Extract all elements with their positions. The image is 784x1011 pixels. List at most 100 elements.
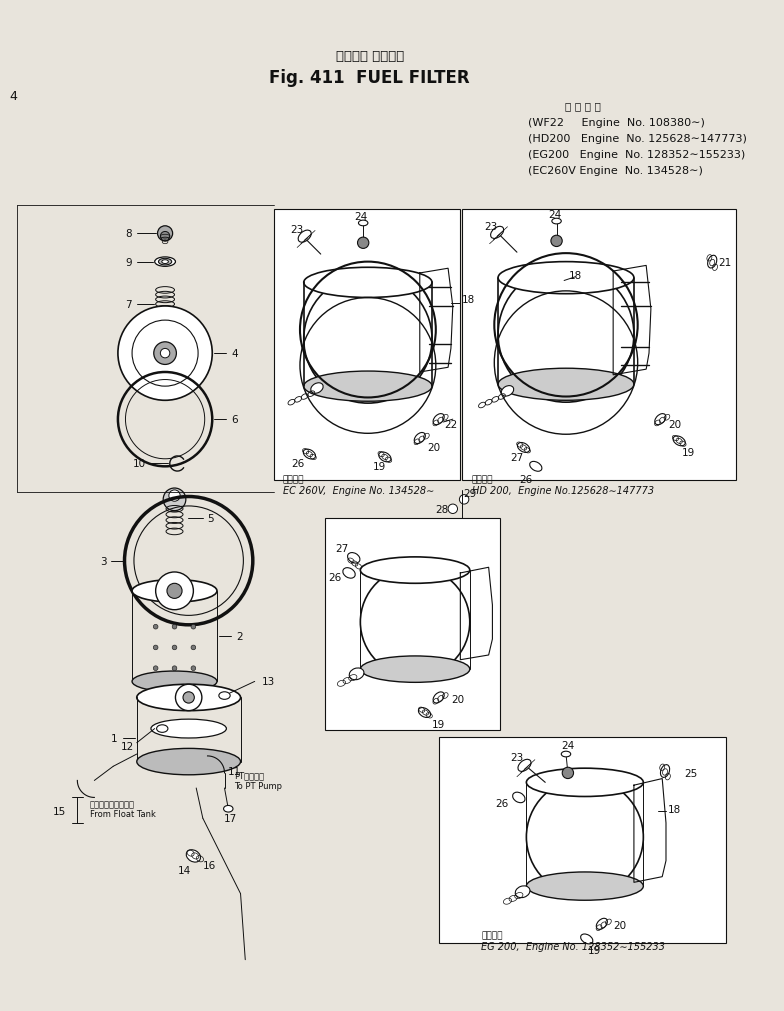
- Text: 10: 10: [133, 459, 146, 469]
- Circle shape: [172, 666, 177, 671]
- Text: 2: 2: [236, 632, 242, 642]
- Ellipse shape: [132, 671, 217, 693]
- Text: 16: 16: [203, 860, 216, 870]
- Ellipse shape: [298, 231, 311, 243]
- Ellipse shape: [433, 415, 445, 426]
- Ellipse shape: [518, 759, 531, 771]
- Text: 18: 18: [668, 804, 681, 814]
- Text: 23: 23: [291, 224, 303, 235]
- Text: 24: 24: [354, 212, 368, 222]
- Bar: [463, 209, 736, 481]
- Ellipse shape: [154, 258, 176, 267]
- Ellipse shape: [517, 443, 530, 453]
- Ellipse shape: [347, 553, 360, 563]
- Ellipse shape: [561, 751, 571, 757]
- Ellipse shape: [526, 872, 644, 901]
- Text: 25: 25: [684, 768, 697, 778]
- Ellipse shape: [526, 768, 644, 797]
- Text: 18: 18: [463, 295, 475, 305]
- Ellipse shape: [310, 383, 323, 394]
- Text: 1: 1: [111, 733, 118, 743]
- Circle shape: [158, 226, 172, 242]
- Circle shape: [562, 767, 574, 778]
- Circle shape: [154, 666, 158, 671]
- Bar: [274, 209, 460, 481]
- Text: 27: 27: [335, 544, 348, 554]
- Circle shape: [154, 343, 176, 365]
- Text: 20: 20: [668, 420, 681, 430]
- Ellipse shape: [303, 268, 432, 298]
- Circle shape: [551, 236, 562, 248]
- Text: 29: 29: [463, 488, 477, 498]
- Text: 26: 26: [328, 572, 342, 582]
- Circle shape: [154, 645, 158, 650]
- Text: フロートタンクから
From Float Tank: フロートタンクから From Float Tank: [89, 800, 155, 819]
- Text: 27: 27: [510, 453, 524, 462]
- Polygon shape: [460, 568, 492, 660]
- Ellipse shape: [515, 886, 530, 898]
- Ellipse shape: [501, 386, 514, 396]
- Text: 適用号機: 適用号機: [283, 474, 304, 483]
- Text: 適用号機: 適用号機: [481, 931, 503, 940]
- Ellipse shape: [219, 693, 230, 700]
- Ellipse shape: [187, 850, 201, 862]
- Polygon shape: [419, 269, 453, 373]
- Ellipse shape: [419, 708, 430, 718]
- Ellipse shape: [136, 684, 241, 711]
- Circle shape: [191, 666, 196, 671]
- Text: 15: 15: [53, 806, 66, 816]
- Text: 8: 8: [125, 229, 132, 239]
- Circle shape: [361, 568, 470, 677]
- Text: 19: 19: [372, 462, 386, 472]
- Ellipse shape: [136, 748, 241, 775]
- Text: 19: 19: [432, 719, 445, 729]
- Ellipse shape: [581, 934, 593, 944]
- Text: 11: 11: [228, 766, 241, 776]
- Polygon shape: [613, 266, 651, 375]
- Circle shape: [176, 684, 201, 711]
- Text: Fig. 411  FUEL FILTER: Fig. 411 FUEL FILTER: [270, 69, 470, 87]
- Text: 7: 7: [125, 300, 132, 309]
- Circle shape: [132, 320, 198, 387]
- Ellipse shape: [498, 369, 634, 401]
- Text: 6: 6: [231, 415, 238, 425]
- Circle shape: [167, 583, 182, 599]
- Ellipse shape: [552, 219, 561, 224]
- Ellipse shape: [151, 720, 227, 738]
- Ellipse shape: [361, 557, 470, 583]
- Text: 26: 26: [495, 799, 509, 808]
- Ellipse shape: [513, 793, 525, 803]
- Circle shape: [161, 349, 170, 359]
- Text: 28: 28: [435, 504, 448, 515]
- Ellipse shape: [162, 261, 169, 264]
- Circle shape: [169, 490, 180, 501]
- Text: PTポンプへ
To PT Pump: PTポンプへ To PT Pump: [234, 771, 282, 791]
- Circle shape: [526, 778, 644, 896]
- Ellipse shape: [414, 433, 426, 444]
- Text: (EG200   Engine  No. 128352∼155233): (EG200 Engine No. 128352∼155233): [528, 150, 746, 160]
- Text: 26: 26: [292, 459, 305, 469]
- Ellipse shape: [655, 415, 666, 426]
- Text: 22: 22: [445, 420, 458, 430]
- Circle shape: [172, 645, 177, 650]
- Text: 20: 20: [451, 695, 464, 705]
- Text: 24: 24: [561, 740, 575, 750]
- Ellipse shape: [498, 263, 634, 294]
- Ellipse shape: [358, 220, 368, 226]
- Text: 12: 12: [121, 742, 134, 752]
- Text: 19: 19: [682, 448, 695, 458]
- Ellipse shape: [708, 256, 717, 269]
- Text: 適 用 号 機: 適 用 号 機: [565, 101, 601, 111]
- Ellipse shape: [491, 227, 503, 240]
- Text: (EC260V Engine  No. 134528∼): (EC260V Engine No. 134528∼): [528, 166, 703, 176]
- Polygon shape: [634, 778, 666, 883]
- Text: HD 200,  Engine No.125628∼147773: HD 200, Engine No.125628∼147773: [472, 485, 654, 495]
- Text: 17: 17: [223, 814, 237, 823]
- Text: 19: 19: [588, 945, 601, 955]
- Ellipse shape: [361, 656, 470, 682]
- Text: 24: 24: [548, 210, 561, 220]
- Text: フェエル フィルタ: フェエル フィルタ: [336, 51, 404, 64]
- Text: 9: 9: [125, 258, 132, 267]
- Circle shape: [448, 504, 458, 514]
- Text: 13: 13: [262, 676, 275, 686]
